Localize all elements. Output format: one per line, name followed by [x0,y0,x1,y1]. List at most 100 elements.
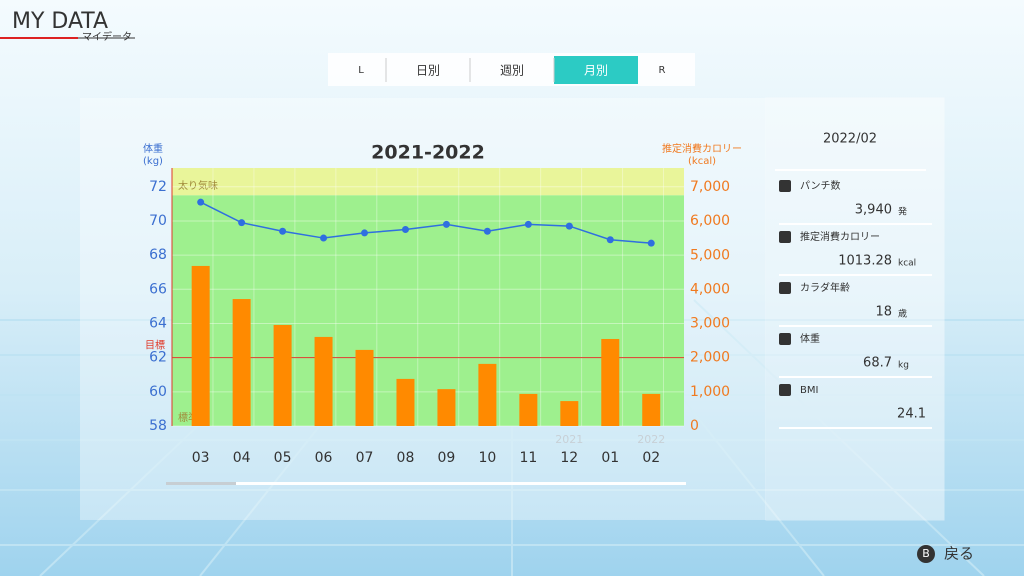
item-label: カラダ年齢 [800,281,850,294]
bar [478,363,497,426]
point [279,227,287,235]
y-tick-label: 72 [149,179,167,195]
line [200,201,652,244]
y2-axis-title: 推定消費カロリー [662,142,742,155]
x-tick-label: 06 [315,450,333,466]
y2-tick-label: 5,000 [690,247,730,263]
next-tab[interactable]: R [659,65,666,76]
range-band [172,195,684,426]
point [606,236,614,244]
tab-bar: L R 日別 週別 月別 [328,53,695,86]
item-unit: 歳 [898,308,907,320]
scrollbar-thumb[interactable] [166,482,236,485]
x-tick-label: 11 [519,450,537,466]
range-band [172,168,684,196]
y2-axis-unit: (kcal) [688,156,716,167]
x-tick-label: 01 [601,450,619,466]
page-title: MY DATA [12,9,108,34]
item-unit: 発 [898,206,907,218]
y-tick-label: 64 [149,315,167,331]
y-tick-label: 62 [149,350,167,366]
bar [601,338,620,426]
point [361,229,369,237]
point [320,234,328,242]
bar [437,389,456,426]
icon [779,384,791,396]
y-axis-title: 体重 [143,142,163,155]
icon [779,231,791,243]
y2-tick-label: 0 [690,418,699,434]
y-tick-label: 60 [149,384,167,400]
item-value: 68.7 [863,356,892,371]
bar [519,393,538,426]
chart-title: 2021-2022 [371,142,485,164]
x-tick-label: 02 [642,450,660,466]
y2-tick-label: 2,000 [690,350,730,366]
item-value: 3,940 [855,203,892,218]
item-value: 18 [875,305,892,320]
scrollbar-track [166,482,686,485]
page-subtitle: マイデータ [82,30,132,43]
y2-tick-label: 1,000 [690,384,730,400]
prev-tab[interactable]: L [358,65,364,76]
x-tick-label: 03 [192,450,210,466]
x-tick-label: 10 [478,450,496,466]
goal-label: 目標 [145,339,165,352]
x-tick-label: 04 [233,450,251,466]
item-unit: kcal [898,259,916,269]
item-label: 体重 [800,332,820,345]
icon [779,333,791,345]
year-label: 2021 [555,433,583,446]
bar [355,349,374,426]
tab[interactable]: 月別 [584,64,608,78]
point [197,198,205,206]
bar [273,324,292,426]
y2-tick-label: 7,000 [690,179,730,195]
bar [314,336,333,426]
y2-tick-label: 6,000 [690,213,730,229]
item-label: BMI [800,385,818,396]
chart: 2021-2022太り気味標準586062646668707201,0002,0… [143,142,742,485]
icon [779,282,791,294]
point [483,227,491,235]
b-button-icon[interactable] [917,545,935,563]
point [442,220,450,228]
tab[interactable]: 日別 [416,64,440,78]
b-button-letter: B [922,547,930,560]
back-label[interactable]: 戻る [944,545,974,563]
y2-tick-label: 3,000 [690,316,730,332]
point [565,222,573,230]
point [238,219,246,227]
point [401,226,409,234]
bar [560,401,579,426]
y-axis-unit: (kg) [143,156,163,167]
x-tick-label: 05 [274,450,292,466]
date: 2022/02 [823,132,877,147]
x-tick-label: 12 [560,450,578,466]
band-label: 太り気味 [178,179,218,192]
tab[interactable]: 週別 [500,64,524,78]
y2-tick-label: 4,000 [690,281,730,297]
point [524,220,532,228]
bar [232,299,251,426]
side-panel [765,97,945,521]
x-tick-label: 09 [438,450,456,466]
icon [779,180,791,192]
y-tick-label: 58 [149,418,167,434]
bar [191,265,210,426]
item-unit: kg [898,361,909,371]
item-value: 1013.28 [838,254,892,269]
year-label: 2022 [637,433,665,446]
y-tick-label: 70 [149,213,167,229]
y-tick-label: 66 [149,281,167,297]
x-tick-label: 07 [356,450,374,466]
bar [642,393,661,426]
x-tick-label: 08 [397,450,415,466]
item-label: 推定消費カロリー [800,230,880,243]
item-label: パンチ数 [800,179,841,192]
item-value: 24.1 [897,407,926,422]
y-tick-label: 68 [149,247,167,263]
bar [396,378,415,426]
